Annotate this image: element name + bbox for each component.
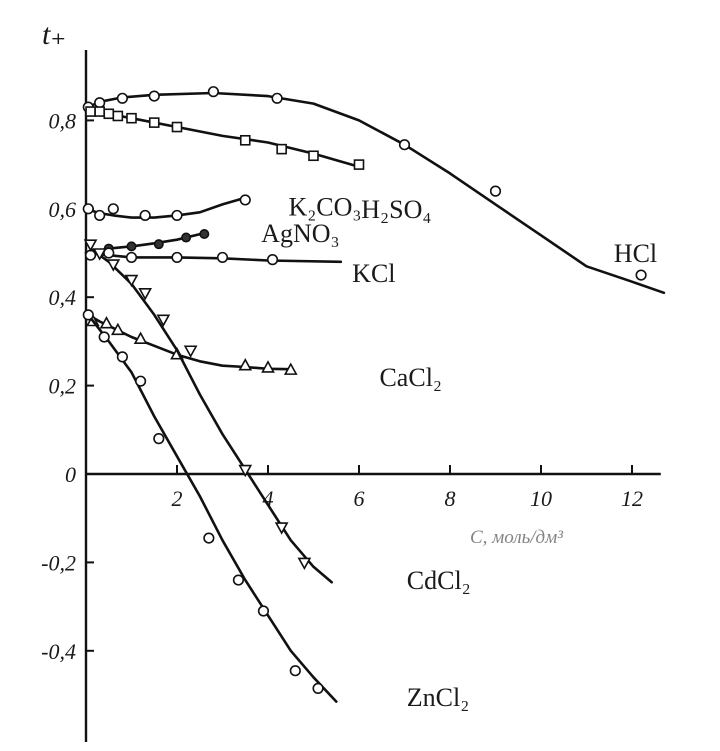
series-line-hcl [87, 91, 666, 295]
x-tick-label: 10 [530, 486, 552, 511]
data-point-kcl [266, 254, 279, 266]
data-point-zncl [203, 532, 215, 544]
data-point-cdcl [92, 248, 107, 261]
data-point-cacl [261, 360, 275, 373]
data-point-hso [308, 150, 319, 162]
series-label-kco: K₂CO₃ [288, 193, 361, 222]
data-point-hso [94, 106, 105, 117]
data-point-zncl [153, 433, 165, 445]
y-tick-label: 0,2 [49, 374, 77, 399]
data-point-hcl [148, 90, 160, 102]
data-point-hcl [116, 92, 128, 104]
series-line-cacl [87, 313, 293, 371]
series-hso: H₂SO₄ [85, 106, 431, 224]
y-tick-label: -0,4 [41, 639, 76, 664]
data-point-cdcl [124, 274, 139, 288]
data-point-cdcl [156, 314, 171, 327]
data-point-hcl [398, 139, 411, 151]
data-point-zncl [98, 331, 110, 343]
data-point-zncl [312, 682, 324, 694]
series-kco: K₂CO₃ [82, 193, 362, 222]
x-axis-label: C, моль/дм³ [470, 527, 563, 548]
data-point-hcl [271, 92, 283, 104]
data-point-kcl [103, 247, 115, 259]
series-agno: AgNO₃ [84, 219, 340, 255]
y-axis-label: t₊ [42, 18, 66, 51]
series-line-kcl [84, 251, 343, 264]
data-point-hso [148, 117, 160, 128]
data-point-hcl [207, 86, 219, 98]
data-point-hso [276, 143, 287, 155]
data-point-agno [126, 241, 137, 252]
data-point-agno [153, 239, 164, 250]
data-point-cdcl [297, 557, 312, 571]
data-point-cdcl [274, 522, 289, 535]
data-point-agno [199, 228, 210, 239]
series-label-hcl: HCl [614, 239, 657, 268]
data-point-hso [126, 112, 137, 124]
series-label-cdcl: CdCl₂ [407, 566, 471, 595]
data-point-kco [139, 209, 151, 222]
x-tick-label: 2 [172, 486, 183, 511]
data-point-hcl [635, 269, 647, 281]
series-line-zncl [87, 313, 338, 703]
series-cdcl: CdCl₂ [83, 239, 471, 595]
data-point-cacl [238, 358, 253, 371]
series-label-hso: H₂SO₄ [361, 195, 431, 224]
data-point-kco [171, 209, 183, 222]
series-hcl: HCl [82, 86, 666, 295]
data-point-cdcl [106, 259, 121, 272]
data-point-zncl [135, 375, 147, 387]
data-point-zncl [257, 605, 270, 617]
y-tick-label: 0,4 [49, 285, 77, 310]
data-point-cdcl [138, 287, 153, 301]
series-line-cdcl [89, 247, 333, 584]
series-kcl: KCl [84, 247, 396, 288]
x-tick-label: 4 [263, 486, 274, 511]
data-point-kcl [216, 251, 229, 264]
data-point-hso [353, 159, 365, 170]
series-zncl: ZnCl₂ [82, 309, 470, 712]
data-point-cdcl [83, 239, 98, 252]
data-point-kco [239, 194, 251, 206]
series-cacl: CaCl₂ [85, 313, 442, 392]
data-point-zncl [232, 574, 245, 586]
y-tick-label: 0 [65, 462, 76, 487]
y-tick-label: -0,2 [41, 550, 76, 575]
data-point-hso [112, 110, 124, 122]
data-point-zncl [82, 309, 94, 321]
data-point-hso [103, 108, 115, 120]
axis-ticks: 2 4 6 8 10 12 0,8 0,6 0,4 0,2 0 -0,2 -0,4 [41, 108, 643, 663]
series-label-zncl: ZnCl₂ [407, 683, 470, 712]
data-point-hso [171, 121, 183, 133]
data-point-kco [107, 203, 119, 215]
data-point-kcl [171, 251, 183, 264]
data-point-hcl [489, 185, 502, 197]
data-point-kco [94, 209, 106, 222]
data-point-cdcl [238, 464, 253, 478]
data-point-zncl [289, 665, 301, 677]
series-label-agno: AgNO₃ [261, 219, 339, 248]
data-point-hso [239, 134, 251, 146]
data-point-cdcl [183, 345, 198, 358]
data-point-cacl [99, 316, 114, 329]
y-tick-label: 0,8 [49, 108, 77, 133]
y-tick-label: 0,6 [49, 197, 77, 222]
x-tick-label: 8 [445, 486, 456, 511]
data-point-cacl [133, 331, 148, 344]
x-tick-label: 12 [621, 486, 643, 511]
data-point-agno [181, 232, 192, 243]
data-point-cacl [283, 362, 298, 375]
x-tick-label: 6 [354, 486, 365, 511]
data-point-hso [85, 106, 96, 117]
data-point-zncl [116, 351, 128, 363]
series-label-kcl: KCl [352, 259, 395, 288]
data-point-kcl [125, 251, 138, 264]
data-point-kco [82, 203, 94, 215]
data-point-hcl [94, 97, 106, 109]
series-label-cacl: CaCl₂ [379, 363, 442, 392]
data-point-cacl [110, 322, 125, 336]
